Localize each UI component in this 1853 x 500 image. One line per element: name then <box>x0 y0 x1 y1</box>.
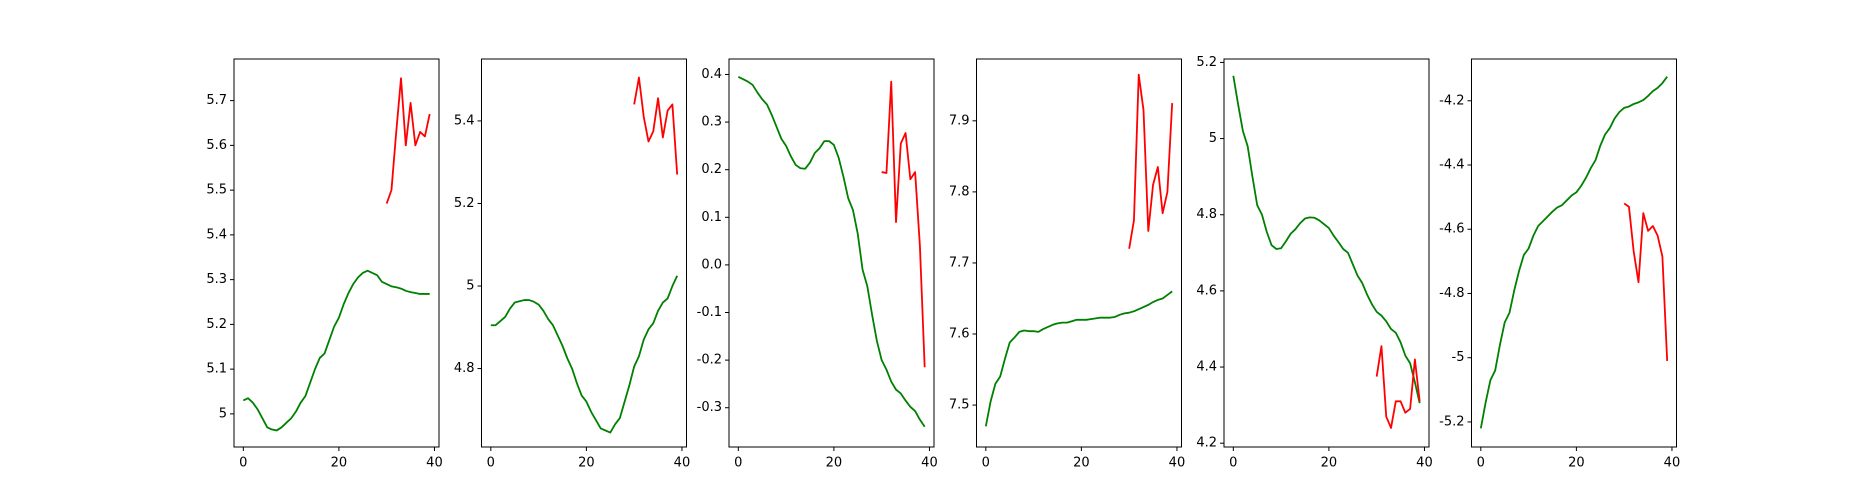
axes-frame <box>481 58 687 448</box>
x-tick-label: 0 <box>1229 456 1237 471</box>
y-tick-label: 5.2 <box>1196 55 1217 70</box>
y-tick-label: 4.6 <box>1196 283 1217 298</box>
y-tick-label: 0.3 <box>701 115 722 130</box>
series-line <box>385 77 431 204</box>
x-tick-label: 0 <box>1477 456 1485 471</box>
x-tick-label: 20 <box>1073 456 1090 471</box>
series-line <box>737 76 926 428</box>
y-tick-label: 7.9 <box>949 113 970 128</box>
x-tick-label: 40 <box>1416 456 1433 471</box>
y-tick-label: 0.1 <box>701 210 722 225</box>
y-tick-label: 5.5 <box>206 183 227 198</box>
y-tick-label: -0.3 <box>697 400 722 415</box>
y-tick-label: 7.8 <box>949 184 970 199</box>
y-tick-label: 5.6 <box>206 138 227 153</box>
series-line <box>242 269 430 432</box>
x-tick-label: 40 <box>426 456 443 471</box>
y-tick-label: 5.3 <box>206 272 227 287</box>
y-tick-label: 4.8 <box>1196 207 1217 222</box>
y-tick-label: 7.5 <box>949 398 970 413</box>
x-tick-label: 0 <box>239 456 247 471</box>
axes-frame <box>233 58 440 448</box>
series-line <box>1232 75 1421 404</box>
y-tick-label: 5.4 <box>206 227 227 242</box>
y-tick-label: 5.4 <box>454 113 475 128</box>
x-tick-label: 40 <box>921 456 938 471</box>
y-tick-label: 4.4 <box>1196 360 1217 375</box>
series-line <box>1479 76 1668 429</box>
y-tick-label: 0.4 <box>701 67 722 82</box>
axes-frame <box>1471 58 1677 448</box>
y-tick-label: 7.7 <box>949 255 970 270</box>
y-tick-label: 0.2 <box>701 162 722 177</box>
x-tick-label: 0 <box>487 456 495 471</box>
y-tick-label: -0.2 <box>697 353 722 368</box>
x-tick-label: 40 <box>674 456 691 471</box>
series-line <box>490 275 678 434</box>
axes-frame <box>1223 58 1430 448</box>
y-tick-label: 5 <box>466 279 474 294</box>
y-tick-label: 4.8 <box>454 361 475 376</box>
y-tick-label: 7.6 <box>949 327 970 342</box>
y-tick-label: 4.2 <box>1196 436 1217 451</box>
x-tick-label: 40 <box>1664 456 1681 471</box>
x-tick-label: 0 <box>982 456 990 471</box>
x-tick-label: 20 <box>826 456 843 471</box>
y-tick-label: -4.8 <box>1439 286 1464 301</box>
y-tick-label: 0.0 <box>701 257 722 272</box>
series-line <box>1623 202 1669 361</box>
x-tick-label: 0 <box>734 456 742 471</box>
y-tick-label: -4.4 <box>1439 157 1464 172</box>
x-tick-label: 20 <box>1568 456 1585 471</box>
y-tick-label: -4.2 <box>1439 93 1464 108</box>
x-tick-label: 20 <box>1321 456 1338 471</box>
series-line <box>984 290 1173 427</box>
y-tick-label: 5.7 <box>206 93 227 108</box>
y-tick-label: 5.2 <box>206 317 227 332</box>
x-tick-label: 40 <box>1169 456 1186 471</box>
y-tick-label: 5.2 <box>454 196 475 211</box>
y-tick-label: -4.6 <box>1439 222 1464 237</box>
y-tick-label: 5.1 <box>206 362 227 377</box>
y-tick-label: -5.2 <box>1439 414 1464 429</box>
y-tick-label: 5 <box>1209 131 1217 146</box>
axes-frame <box>976 58 1182 448</box>
x-tick-label: 20 <box>578 456 595 471</box>
y-tick-label: -5 <box>1452 350 1465 365</box>
series-line <box>881 80 926 368</box>
axes-frame <box>728 58 935 448</box>
series-line <box>1375 345 1421 429</box>
series-line <box>633 76 679 175</box>
y-tick-label: -0.1 <box>697 305 722 320</box>
x-tick-label: 20 <box>331 456 348 471</box>
series-line <box>1128 73 1174 249</box>
y-tick-label: 5 <box>219 406 227 421</box>
